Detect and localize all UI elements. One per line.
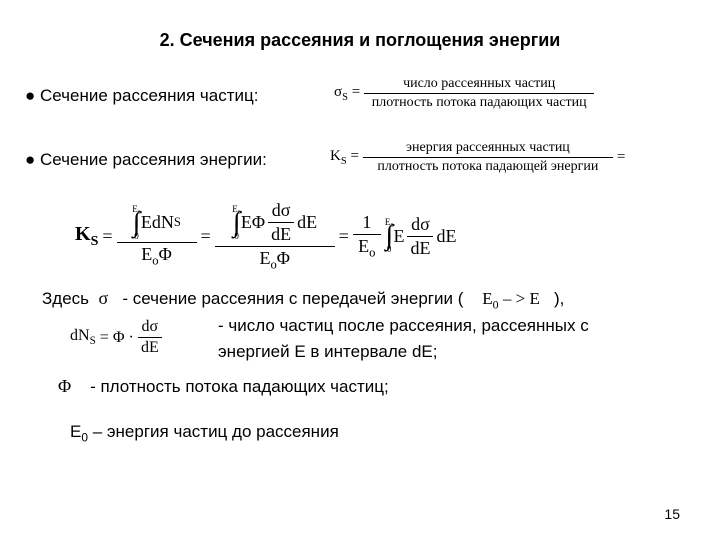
bullet-2: ● Сечение рассеяния энергии: — [25, 150, 267, 170]
sigma-icon: σ — [98, 288, 108, 308]
den1b: Φ — [159, 244, 172, 264]
range-b: – > E — [499, 289, 540, 308]
desc1a: Здесь — [42, 289, 89, 308]
inner-num: dσ — [272, 200, 291, 221]
desc3-text: - плотность потока падающих частиц; — [90, 377, 389, 396]
desc1b: - сечение рассеяния с передачей энергии … — [122, 289, 463, 308]
k-s-lhs: K — [330, 148, 341, 164]
k-s-tail: = — [613, 149, 629, 166]
coef-num: 1 — [362, 212, 371, 233]
k-s-den: плотность потока падающей энергии — [377, 159, 598, 175]
desc-row-1: Здесь σ - сечение рассеяния с передачей … — [42, 288, 564, 312]
k-s-sub: S — [341, 156, 347, 167]
int3: E — [393, 226, 404, 247]
eq1: = — [98, 226, 116, 247]
desc2-den: dE — [141, 339, 159, 357]
sigma-s-den: плотность потока падающих частиц — [372, 95, 587, 111]
ks-sub: S — [91, 234, 99, 249]
desc-row-2-formula: dNS = Φ · dσ dE — [70, 318, 162, 357]
formula-k-s: KS = энергия рассеянных частиц плотность… — [326, 140, 629, 175]
desc4-b: – энергия частиц до рассеяния — [88, 422, 339, 441]
sigma-s-eq: = — [352, 84, 360, 100]
int1-sub: S — [174, 215, 181, 230]
lim3-lo: 0 — [387, 245, 392, 254]
coef-den: E — [358, 236, 369, 256]
lim1-lo: 0 — [134, 232, 139, 241]
desc4-a: Е — [70, 422, 81, 441]
bullet-1: ● Сечение рассеяния частиц: — [25, 86, 258, 106]
phi-icon: Φ — [58, 376, 71, 396]
page-number: 15 — [664, 506, 680, 522]
range-a: E — [482, 289, 492, 308]
inner-den: dE — [271, 224, 291, 245]
desc-row-2-text1: - число частиц после рассеяния, рассеянн… — [218, 316, 589, 336]
desc1c: ), — [554, 289, 564, 308]
desc-row-4: Е0 – энергия частиц до рассеяния — [70, 422, 339, 444]
k-s-eq: = — [350, 148, 358, 164]
desc2-num: dσ — [142, 318, 159, 336]
desc4-sub: 0 — [81, 430, 88, 444]
eq3: = — [335, 226, 353, 247]
sigma-s-sub: S — [342, 92, 348, 103]
ks-sym: K — [75, 223, 91, 245]
k-s-num: энергия рассеянных частиц — [406, 140, 570, 156]
den2b: Φ — [277, 248, 290, 268]
den2a: E — [259, 248, 270, 268]
int2b: dE — [297, 212, 317, 233]
sigma-s-lhs: σ — [334, 84, 342, 100]
den1a: E — [141, 244, 152, 264]
coef-den-sub: o — [369, 246, 375, 260]
lim2-lo: 0 — [234, 232, 239, 241]
desc2-lhs: dN — [70, 327, 90, 344]
desc-row-3: Φ - плотность потока падающих частиц; — [58, 376, 389, 397]
int1-body: EdN — [141, 212, 174, 233]
inner2-num: dσ — [411, 214, 430, 235]
int3b: dE — [436, 226, 456, 247]
sigma-s-num: число рассеянных частиц — [403, 76, 555, 92]
inner2-den: dE — [410, 238, 430, 259]
eq2: = — [197, 226, 215, 247]
desc2-eq: = Φ · — [96, 329, 138, 347]
desc-row-2-text2: энергией Е в интервале dE; — [218, 342, 437, 362]
slide-title: 2. Сечения рассеяния и поглощения энерги… — [0, 30, 720, 51]
formula-sigma-s: σS = число рассеянных частиц плотность п… — [330, 76, 594, 111]
main-equation: KS = E₀∫0 EdNS EoΦ = E₀∫0 EΦ — [75, 200, 456, 273]
int2a: EΦ — [241, 212, 265, 233]
